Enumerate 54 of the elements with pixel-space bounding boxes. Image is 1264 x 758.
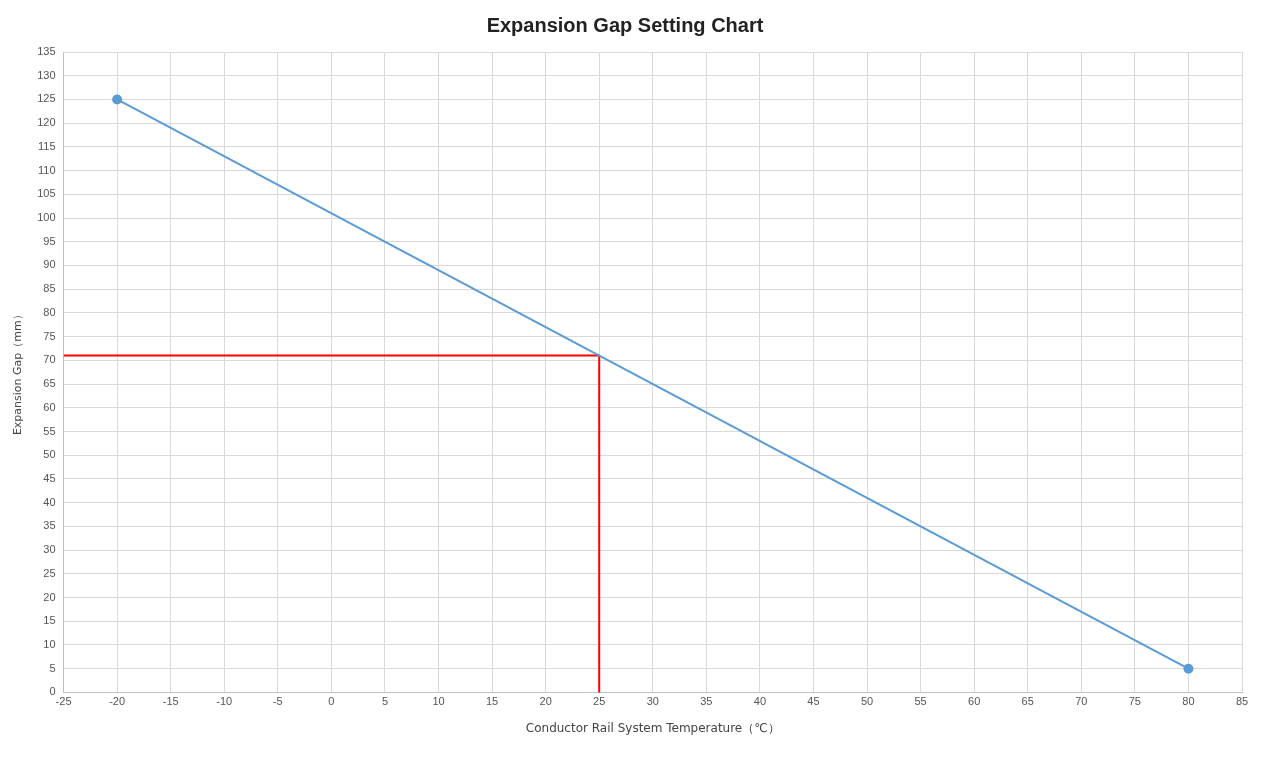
y-tick-label: 55 (43, 424, 56, 437)
y-tick-label: 75 (43, 329, 56, 342)
y-tick-label: 25 (43, 566, 56, 579)
y-tick-label: 85 (43, 282, 56, 295)
x-axis-title: Conductor Rail System Temperature（℃） (525, 720, 780, 735)
y-tick-label: 70 (43, 353, 56, 366)
x-tick-label: 35 (700, 695, 713, 708)
y-tick-label: 35 (43, 519, 56, 532)
x-tick-label: 70 (1075, 695, 1088, 708)
x-tick-label: 15 (485, 695, 499, 708)
y-tick-label: 135 (37, 45, 56, 58)
x-tick-label: 65 (1021, 695, 1034, 708)
y-tick-label: 5 (49, 661, 56, 674)
y-tick-label: 80 (43, 305, 56, 318)
x-tick-label: -5 (272, 695, 283, 708)
y-tick-label: 130 (37, 68, 56, 81)
y-tick-label: 40 (43, 495, 56, 508)
x-tick-label: -10 (216, 695, 233, 708)
y-tick-label: 105 (37, 187, 56, 200)
y-tick-label: 15 (43, 614, 56, 627)
y-tick-label: 100 (37, 211, 56, 224)
x-tick-label: 30 (646, 695, 659, 708)
x-tick-label: 40 (753, 695, 767, 708)
x-tick-label: 10 (432, 695, 445, 708)
y-tick-label: 65 (43, 377, 56, 390)
y-tick-label: 120 (37, 116, 56, 129)
y-axis-title: Expansion Gap（mm） (11, 309, 25, 436)
x-tick-label: -15 (162, 695, 179, 708)
y-tick-label: 20 (43, 590, 56, 603)
x-tick-label: 0 (328, 695, 335, 708)
y-tick-label: 125 (37, 92, 56, 105)
x-tick-label: 20 (539, 695, 552, 708)
x-tick-label: 85 (1235, 695, 1249, 708)
chart-title: Expansion Gap Setting Chart (486, 13, 764, 36)
y-tick-label: 95 (43, 234, 56, 247)
x-tick-label: -25 (55, 695, 72, 708)
y-tick-label: 50 (43, 448, 56, 461)
x-tick-label: 75 (1128, 695, 1141, 708)
y-tick-label: 90 (43, 258, 56, 271)
y-tick-label: 0 (49, 685, 56, 698)
x-tick-label: 80 (1182, 695, 1195, 708)
y-tick-label: 110 (38, 163, 56, 176)
y-tick-label: 45 (43, 471, 56, 484)
y-tick-label: 115 (38, 139, 56, 152)
x-tick-label: 55 (914, 695, 927, 708)
x-tick-label: 45 (807, 695, 820, 708)
y-tick-label: 60 (43, 400, 56, 413)
x-tick-label: 25 (593, 695, 606, 708)
x-tick-label: 50 (860, 695, 874, 708)
x-tick-label: -20 (109, 695, 126, 708)
y-tick-label: 10 (43, 637, 56, 650)
x-tick-label: 60 (968, 695, 981, 708)
y-tick-label: 30 (43, 543, 56, 556)
x-tick-label: 5 (381, 695, 389, 708)
